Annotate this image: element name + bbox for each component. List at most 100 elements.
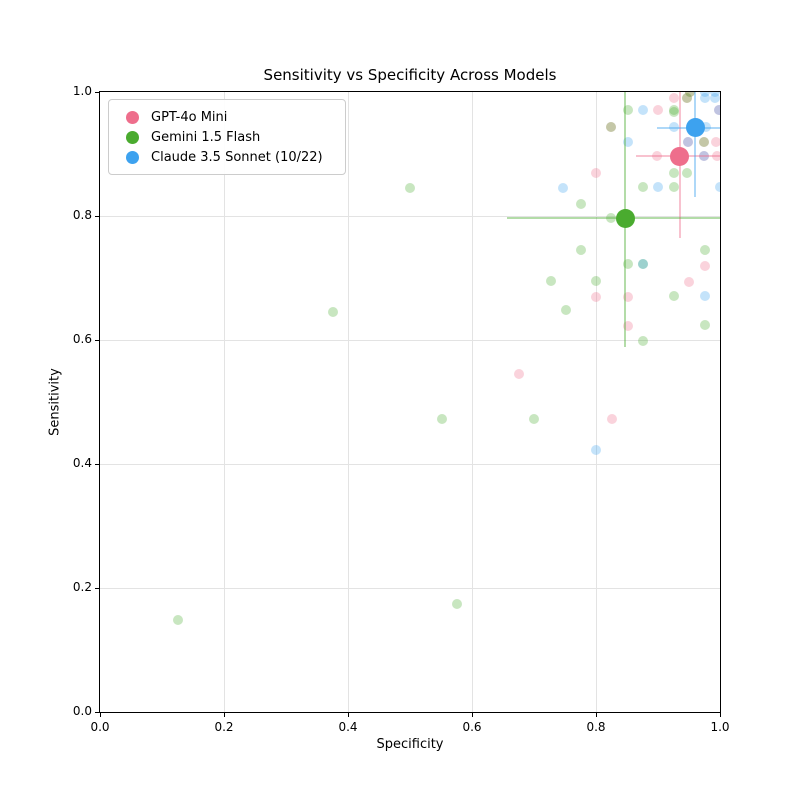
legend-label: Claude 3.5 Sonnet (10/22) — [151, 149, 323, 165]
scatter-point — [623, 291, 634, 302]
y-tick-mark — [95, 463, 99, 465]
scatter-point — [606, 414, 617, 425]
scatter-point — [605, 122, 616, 133]
scatter-point — [700, 319, 711, 330]
scatter-point — [698, 151, 709, 162]
scatter-point — [668, 93, 679, 104]
x-tick-mark — [719, 713, 721, 717]
scatter-point — [699, 92, 710, 97]
scatter-point — [405, 183, 415, 194]
scatter-point — [653, 181, 663, 192]
mean-marker — [670, 146, 690, 166]
plot-canvas — [100, 92, 720, 712]
y-tick-label: 0.8 — [72, 208, 92, 222]
scatter-point — [638, 336, 649, 347]
scatter-point — [700, 290, 711, 301]
x-tick-label: 1.0 — [710, 720, 730, 734]
scatter-point — [328, 307, 339, 318]
scatter-point — [576, 198, 587, 209]
y-axis-label: Sensitivity — [47, 368, 63, 436]
scatter-point — [710, 93, 720, 104]
y-tick-mark — [95, 339, 99, 341]
scatter-point — [605, 122, 616, 133]
scatter-point — [591, 291, 601, 302]
legend-label: Gemini 1.5 Flash — [151, 129, 261, 145]
scatter-point — [669, 106, 680, 117]
scatter-point — [669, 290, 680, 301]
gridline-vertical — [595, 92, 597, 712]
scatter-point — [700, 122, 711, 133]
gridline-vertical — [471, 92, 473, 712]
scatter-point — [560, 305, 571, 316]
scatter-point — [591, 276, 601, 287]
scatter-point — [682, 93, 693, 104]
scatter-point — [698, 151, 709, 162]
scatter-point — [669, 104, 680, 115]
x-tick-label: 0.8 — [586, 720, 606, 734]
scatter-point — [685, 92, 696, 97]
legend-item: GPT-4o Mini — [119, 107, 335, 127]
gridline-vertical — [347, 92, 349, 712]
gridline-horizontal — [100, 339, 720, 341]
scatter-point — [638, 259, 649, 270]
scatter-point — [700, 245, 711, 256]
legend-swatch-icon — [126, 130, 139, 144]
y-tick-mark — [95, 215, 99, 217]
y-tick-label: 1.0 — [72, 84, 92, 98]
scatter-point — [591, 445, 601, 456]
scatter-point — [669, 167, 680, 178]
legend-item: Claude 3.5 Sonnet (10/22) — [119, 147, 335, 167]
legend-swatch-icon — [126, 110, 139, 124]
y-tick-mark — [95, 91, 99, 93]
scatter-point — [591, 167, 601, 178]
scatter-point — [715, 181, 720, 192]
scatter-point — [545, 276, 556, 287]
legend: GPT-4o Mini Gemini 1.5 Flash Claude 3.5 So… — [108, 99, 346, 175]
gridline-horizontal — [100, 587, 720, 589]
scatter-point — [529, 414, 539, 425]
scatter-point — [452, 599, 463, 610]
scatter-point — [653, 104, 663, 115]
scatter-point — [173, 615, 184, 626]
legend-item: Gemini 1.5 Flash — [119, 127, 335, 147]
y-tick-mark — [95, 711, 99, 713]
y-tick-label: 0.4 — [72, 456, 92, 470]
plot-area — [99, 91, 721, 713]
x-tick-mark — [347, 713, 349, 717]
x-tick-label: 0.2 — [214, 720, 234, 734]
gridline-vertical — [223, 92, 225, 712]
scatter-point — [700, 260, 711, 271]
gridline-horizontal — [100, 215, 720, 217]
scatter-point — [576, 245, 587, 256]
scatter-point — [513, 369, 524, 380]
scatter-point — [605, 213, 616, 224]
scatter-point — [682, 167, 693, 178]
legend-swatch-icon — [126, 150, 139, 164]
scatter-point — [652, 151, 663, 162]
x-tick-label: 0.6 — [462, 720, 482, 734]
scatter-point — [684, 276, 694, 287]
error-bar-horizontal — [506, 217, 720, 220]
scatter-point — [698, 136, 709, 147]
y-tick-mark — [95, 587, 99, 589]
x-tick-label: 0.4 — [338, 720, 358, 734]
y-tick-label: 0.6 — [72, 332, 92, 346]
scatter-point — [713, 104, 720, 115]
scatter-point — [622, 136, 633, 147]
scatter-point — [669, 181, 680, 192]
chart-title: Sensitivity vs Specificity Across Models — [263, 66, 557, 84]
scatter-point — [638, 181, 649, 192]
x-tick-mark — [99, 713, 101, 717]
scatter-point — [685, 92, 696, 97]
mean-marker — [615, 208, 635, 228]
scatter-point — [558, 183, 569, 194]
scatter-point — [711, 151, 720, 162]
x-tick-mark — [471, 713, 473, 717]
scatter-point — [669, 122, 680, 133]
scatter-point — [682, 136, 693, 147]
scatter-point — [699, 93, 710, 104]
x-tick-mark — [595, 713, 597, 717]
scatter-point — [638, 104, 649, 115]
x-tick-mark — [223, 713, 225, 717]
